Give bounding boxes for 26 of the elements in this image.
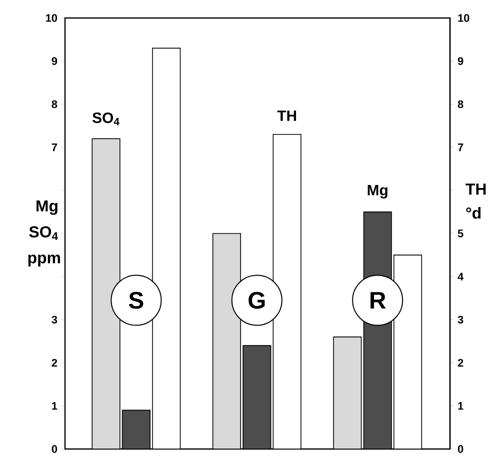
y2-tick-label: 0 [458, 445, 464, 453]
text: Mg SO$_{4}$ ppm [28, 200, 60, 267]
y-tick-label: 9 [52, 57, 58, 65]
y-tick-label: 8 [52, 100, 58, 108]
y-tick-label: 7 [52, 144, 58, 152]
y-tick-label: 1 [52, 402, 58, 410]
y2-tick-label: 5 [458, 230, 464, 238]
series-label: TH [277, 110, 296, 121]
y-tick-label: 0 [52, 445, 58, 453]
y2-axis-title: TH °d [466, 184, 486, 219]
y2-tick-label: 1 [458, 402, 464, 410]
y-tick-label: 2 [52, 358, 58, 367]
y-tick-label: 3 [52, 316, 58, 324]
y2-tick-label: 2 [458, 358, 464, 367]
x-tick-label: R [370, 292, 386, 309]
y2-tick-label: 8 [458, 100, 464, 108]
y-tick-label: 10 [46, 14, 58, 22]
y2-tick-label: 9 [458, 57, 464, 65]
x-tick-label: G [248, 292, 265, 309]
y2-tick-label: 7 [458, 144, 464, 152]
x-tick-label: S [128, 292, 144, 309]
y2-tick-label: 4 [458, 272, 464, 280]
y2-tick-label: 10 [458, 14, 470, 22]
y2-tick-label: 3 [458, 316, 464, 324]
series-label: SO$_{4}$ [92, 112, 120, 126]
series-label: Mg [368, 185, 388, 198]
